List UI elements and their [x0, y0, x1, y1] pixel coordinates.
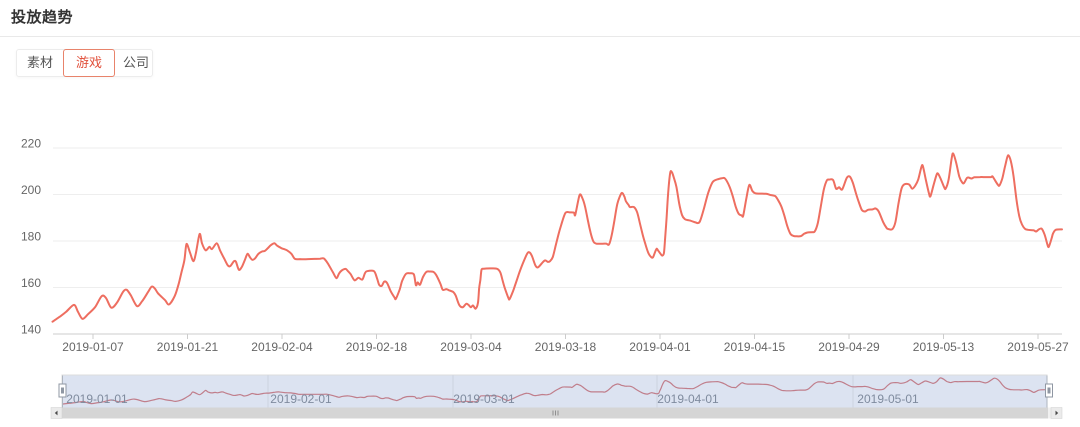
svg-text:140: 140 [21, 323, 41, 337]
svg-text:2019-05-01: 2019-05-01 [857, 392, 919, 406]
svg-text:2019-05-27: 2019-05-27 [1007, 340, 1069, 354]
svg-text:2019-05-13: 2019-05-13 [913, 340, 975, 354]
svg-text:2019-03-04: 2019-03-04 [440, 340, 502, 354]
svg-text:2019-02-04: 2019-02-04 [251, 340, 313, 354]
svg-text:2019-01-01: 2019-01-01 [66, 392, 128, 406]
svg-text:2019-01-07: 2019-01-07 [62, 340, 124, 354]
svg-text:2019-03-01: 2019-03-01 [453, 392, 515, 406]
svg-text:180: 180 [21, 230, 41, 244]
svg-text:2019-02-01: 2019-02-01 [270, 392, 332, 406]
svg-text:2019-02-18: 2019-02-18 [346, 340, 408, 354]
svg-text:2019-01-21: 2019-01-21 [157, 340, 219, 354]
svg-text:2019-04-29: 2019-04-29 [818, 340, 880, 354]
svg-text:200: 200 [21, 183, 41, 197]
svg-text:220: 220 [21, 137, 41, 151]
svg-text:160: 160 [21, 276, 41, 290]
svg-text:2019-03-18: 2019-03-18 [535, 340, 597, 354]
svg-text:2019-04-01: 2019-04-01 [629, 340, 691, 354]
svg-text:2019-04-01: 2019-04-01 [657, 392, 719, 406]
svg-text:2019-04-15: 2019-04-15 [724, 340, 786, 354]
